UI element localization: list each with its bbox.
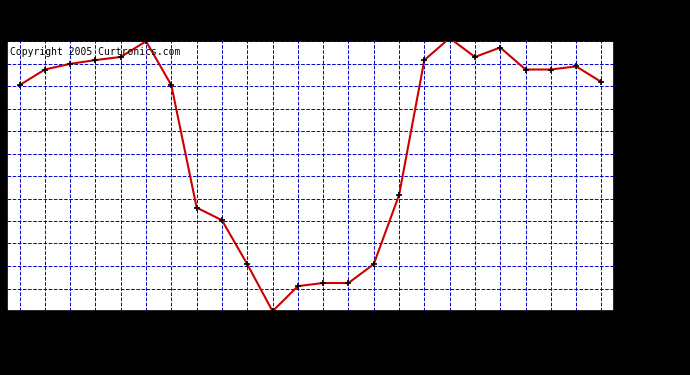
Text: Outside Humidity (Last 24 Hours) Sun Jul 24 00:00: Outside Humidity (Last 24 Hours) Sun Jul…: [87, 11, 534, 27]
Text: Copyright 2005 Curtronics.com: Copyright 2005 Curtronics.com: [10, 46, 180, 57]
